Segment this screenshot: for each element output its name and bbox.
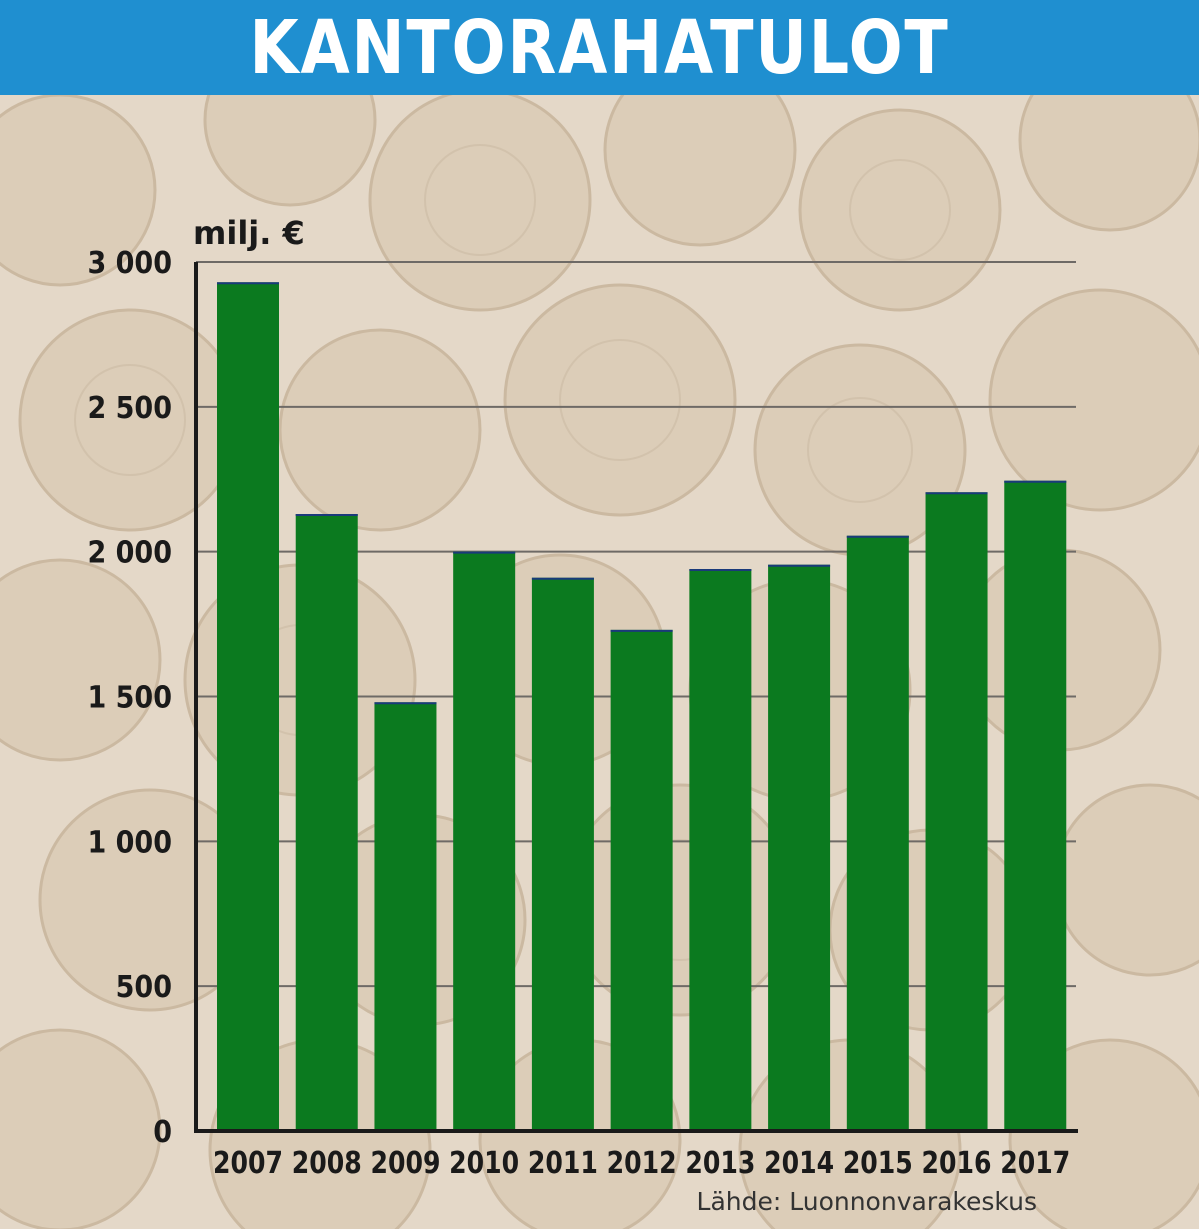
x-tick-label: 2009 <box>370 1146 440 1181</box>
title-banner <box>0 0 1199 95</box>
y-tick-labels: 0 500 1 000 1 500 2 000 2 500 3 000 <box>87 246 172 1150</box>
x-tick-label: 2007 <box>213 1146 283 1181</box>
y-axis-unit-label: milj. € <box>193 214 305 252</box>
bar-2009 <box>374 702 437 1131</box>
x-tick-label: 2010 <box>449 1146 519 1181</box>
bar-2014 <box>768 564 831 1131</box>
bar-2010 <box>453 551 516 1131</box>
chart-title: KANTORAHATULOT <box>249 4 950 91</box>
bar-2017 <box>1004 480 1067 1131</box>
bar-2012 <box>610 629 673 1131</box>
x-tick-label: 2015 <box>843 1146 913 1181</box>
source-note: Lähde: Luonnonvarakeskus <box>697 1187 1037 1216</box>
x-tick-label: 2012 <box>607 1146 677 1181</box>
y-tick-label: 2 000 <box>87 536 172 571</box>
y-tick-label: 0 <box>153 1115 172 1150</box>
bar-2015 <box>846 535 909 1131</box>
y-tick-label: 500 <box>116 970 172 1005</box>
bar-2008 <box>295 514 358 1131</box>
y-tick-label: 2 500 <box>87 391 172 426</box>
x-tick-label: 2008 <box>292 1146 362 1181</box>
x-tick-label: 2011 <box>528 1146 598 1181</box>
x-tick-label: 2014 <box>764 1146 834 1181</box>
bar-2013 <box>689 569 752 1131</box>
bar-2007 <box>217 282 279 1131</box>
y-tick-label: 3 000 <box>87 246 172 281</box>
bar-2011 <box>531 577 594 1131</box>
x-tick-label: 2016 <box>922 1146 992 1181</box>
axes <box>194 262 1078 1133</box>
x-tick-label: 2013 <box>685 1146 755 1181</box>
y-tick-label: 1 000 <box>87 825 172 860</box>
x-tick-labels: 2007 2008 2009 2010 2011 2012 2013 2014 2015 2016… <box>213 1146 1070 1181</box>
x-tick-label: 2017 <box>1000 1146 1070 1181</box>
y-tick-label: 1 500 <box>87 681 172 716</box>
bars <box>217 282 1067 1131</box>
bar-2016 <box>925 492 988 1131</box>
